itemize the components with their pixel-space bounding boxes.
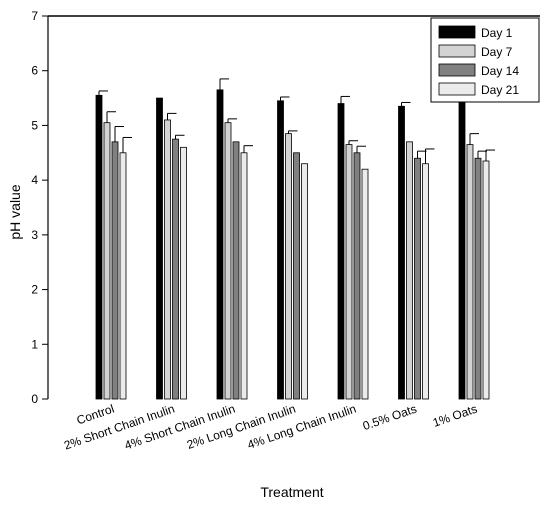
bar: [172, 138, 179, 400]
legend: Day 1 Day 7 Day 14 Day 21: [430, 17, 540, 103]
y-tick-label: 2: [31, 283, 38, 297]
legend-label: Day 21: [481, 83, 519, 97]
bar: [406, 141, 413, 400]
bar: [232, 141, 240, 400]
bar: [458, 100, 466, 400]
bar: [240, 152, 248, 400]
bar: [119, 152, 127, 400]
y-tick-label: 6: [31, 64, 38, 78]
y-tick-label: 0: [31, 392, 38, 406]
bar: [482, 160, 490, 400]
bar: [337, 103, 345, 400]
bar: [111, 141, 119, 400]
bar: [474, 157, 482, 400]
legend-label: Day 7: [481, 45, 513, 59]
bar: [361, 168, 369, 400]
bar: [301, 163, 308, 400]
y-tick-label: 5: [31, 118, 38, 132]
y-tick-label: 7: [31, 9, 38, 23]
y-tick-label: 3: [31, 228, 38, 242]
bar: [180, 146, 187, 400]
bar: [466, 144, 474, 400]
bar: [345, 144, 353, 400]
legend-swatch: [438, 44, 476, 58]
legend-label: Day 1: [481, 26, 513, 40]
bar: [414, 157, 421, 400]
bar: [293, 152, 300, 400]
bar: [216, 89, 224, 400]
x-tick-label: 1% Oats: [431, 402, 479, 430]
plot-frame: [47, 15, 540, 399]
legend-swatch: [438, 25, 476, 39]
bar: [285, 133, 292, 400]
bars-group: [95, 89, 490, 400]
y-tick-label: 1: [31, 337, 38, 351]
legend-swatch: [438, 82, 476, 96]
bar: [277, 100, 284, 400]
x-axis-title: Treatment: [260, 484, 323, 500]
legend-label: Day 14: [481, 64, 519, 78]
bar: [95, 94, 103, 400]
bar: [156, 97, 163, 400]
bar: [224, 122, 232, 400]
y-axis-title: pH value: [7, 184, 23, 239]
bar: [103, 122, 111, 400]
bar: [164, 119, 171, 400]
bar: [353, 152, 361, 400]
bar: [398, 105, 405, 400]
y-axis: 0 1 2 3 4 5 6 7: [31, 9, 48, 406]
y-tick-label: 4: [31, 173, 38, 187]
bar: [422, 163, 429, 400]
x-tick-label: 0.5% Oats: [361, 402, 419, 433]
legend-swatch: [438, 63, 476, 77]
